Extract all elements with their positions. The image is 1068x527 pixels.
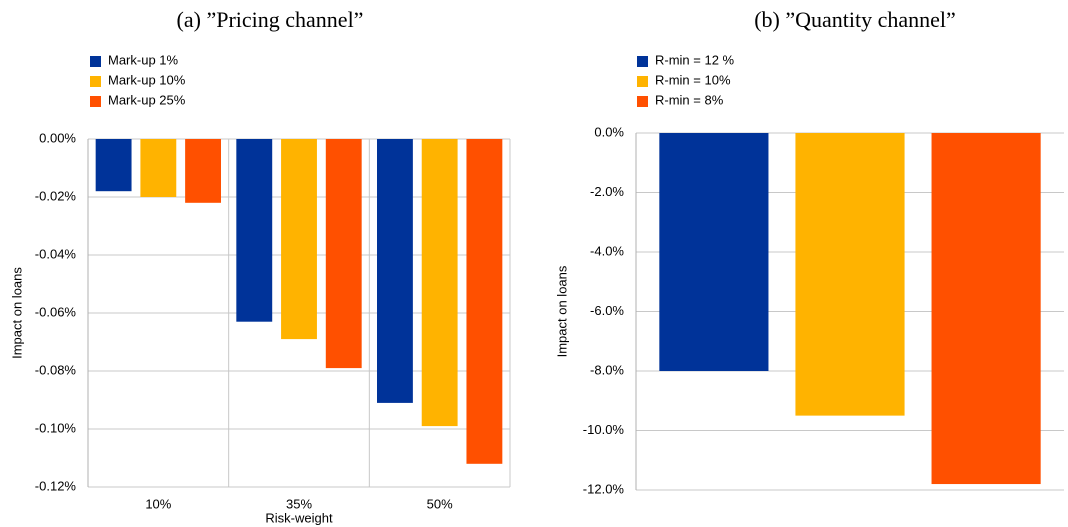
y-tick-label: -8.0% <box>590 362 624 377</box>
legend-label: Mark-up 25% <box>108 92 186 107</box>
y-tick-label: 0.00% <box>39 130 76 145</box>
bar <box>140 139 177 197</box>
y-tick-label: -4.0% <box>590 243 624 258</box>
bar <box>281 139 317 340</box>
legend-label: R-min = 8% <box>655 92 724 107</box>
legend-label: Mark-up 10% <box>108 72 186 87</box>
x-tick-label: 10% <box>145 496 171 511</box>
y-tick-label: -12.0% <box>583 481 625 496</box>
legend-label: Mark-up 1% <box>108 52 179 67</box>
x-tick-label: 35% <box>286 496 312 511</box>
y-axis-label: Impact on loans <box>554 265 569 357</box>
y-tick-label: -0.04% <box>35 246 77 261</box>
legend-label: R-min = 10% <box>655 72 731 87</box>
legend-swatch <box>637 76 648 87</box>
chart-title: (a) ”Pricing channel” <box>177 7 364 32</box>
y-tick-label: -10.0% <box>583 422 625 437</box>
y-axis-label: Impact on loans <box>9 267 24 359</box>
legend-swatch <box>637 56 648 67</box>
bar <box>95 139 132 192</box>
y-tick-label: 0.0% <box>594 124 624 139</box>
legend-swatch <box>90 76 101 87</box>
bar <box>185 139 222 203</box>
bar <box>325 139 362 369</box>
y-tick-label: -0.02% <box>35 188 77 203</box>
chart-title: (b) ”Quantity channel” <box>754 7 956 32</box>
y-tick-label: -0.08% <box>35 362 77 377</box>
bar <box>376 139 413 403</box>
legend-swatch <box>90 96 101 107</box>
bar <box>795 133 905 416</box>
bar <box>659 133 769 371</box>
bar <box>931 133 1041 485</box>
x-axis-label: Risk-weight <box>265 510 333 525</box>
bar <box>236 139 273 322</box>
legend-label: R-min = 12 % <box>655 52 735 67</box>
bar <box>466 139 503 464</box>
legend-swatch <box>90 56 101 67</box>
y-tick-label: -6.0% <box>590 303 624 318</box>
x-tick-label: 50% <box>427 496 453 511</box>
y-tick-label: -0.12% <box>35 478 77 493</box>
legend-swatch <box>637 96 648 107</box>
y-tick-label: -0.06% <box>35 304 77 319</box>
y-tick-label: -0.10% <box>35 420 77 435</box>
y-tick-label: -2.0% <box>590 184 624 199</box>
bar <box>421 139 458 427</box>
